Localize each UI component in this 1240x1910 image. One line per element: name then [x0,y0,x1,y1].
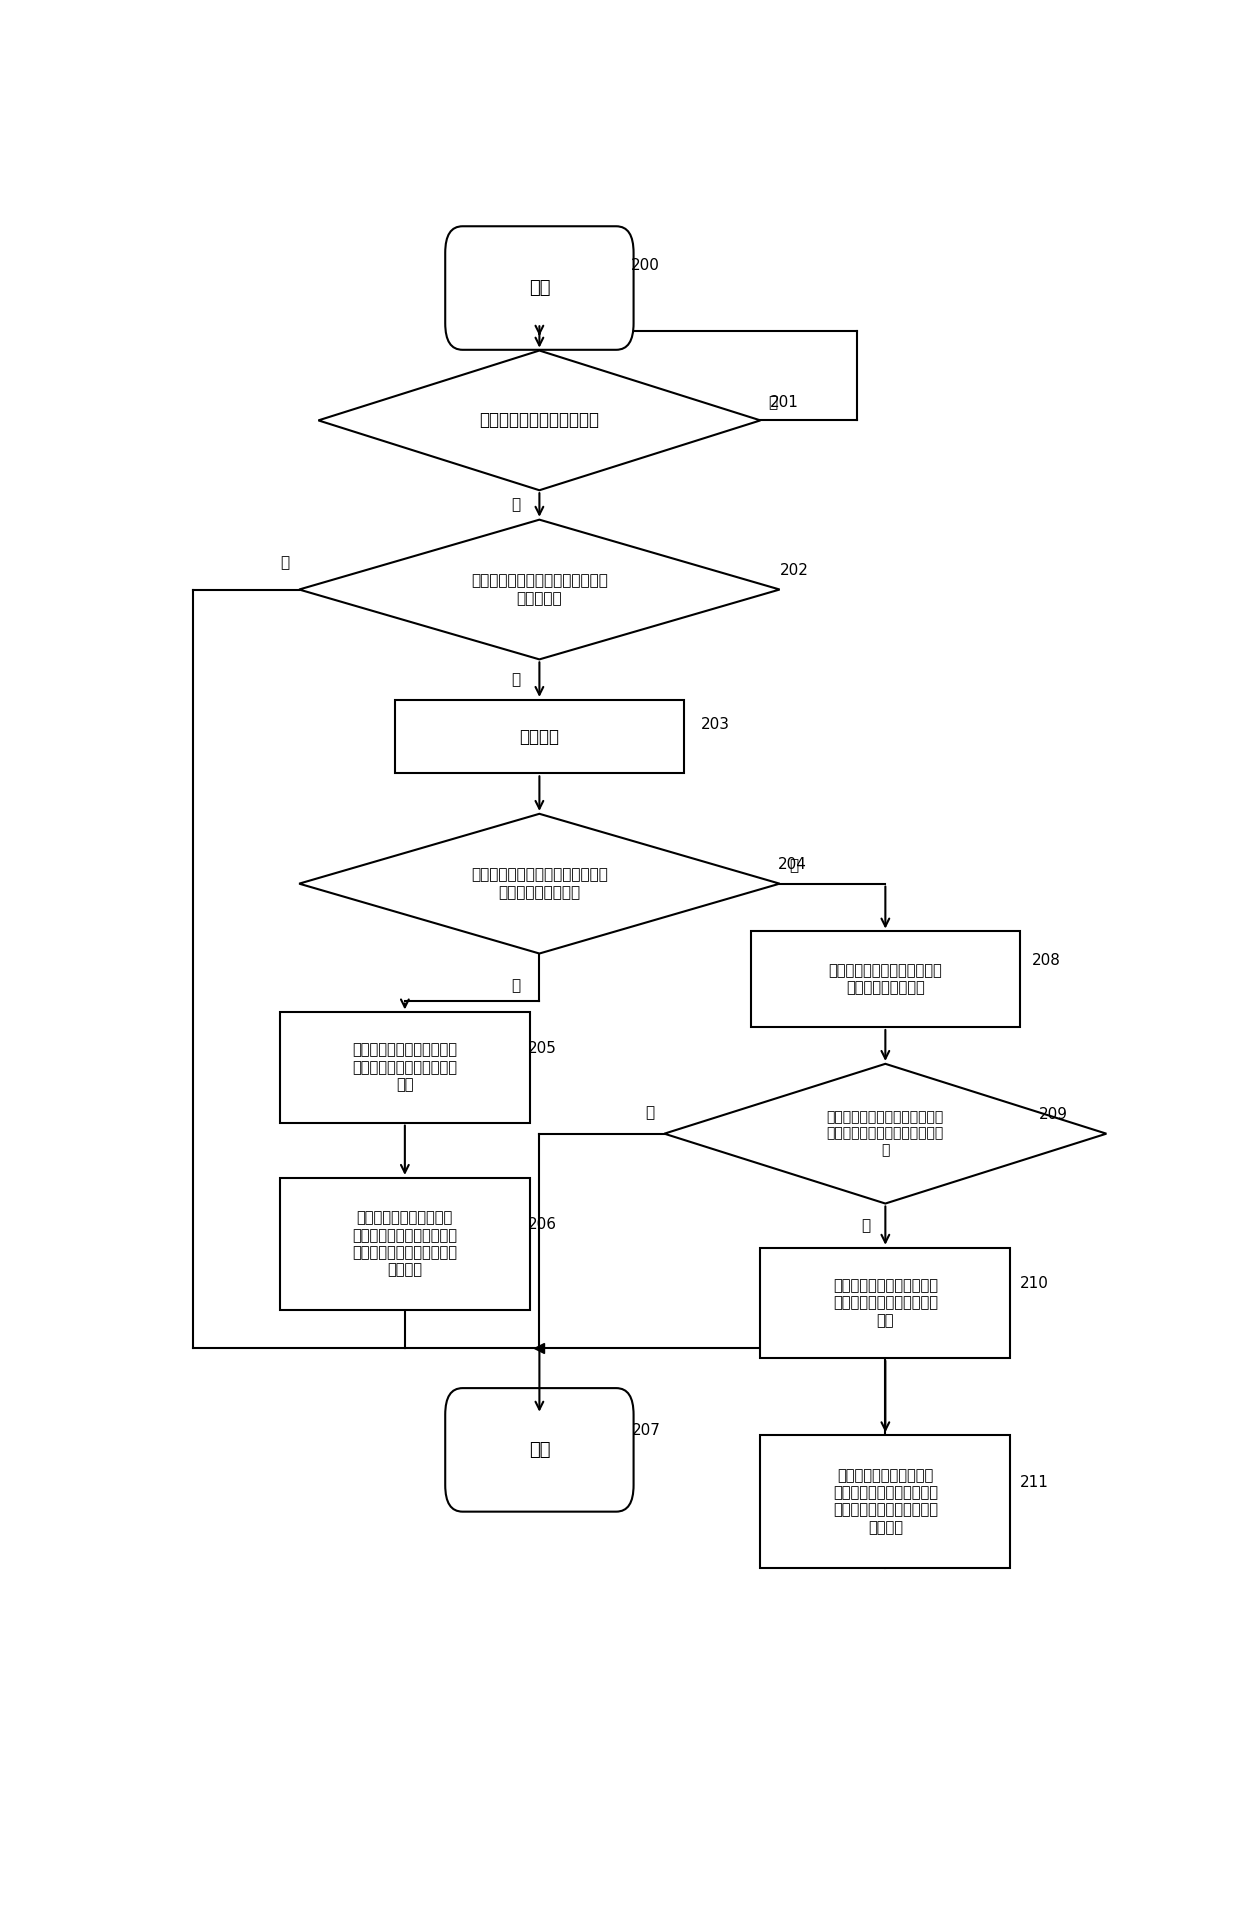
Text: 获取水位: 获取水位 [520,728,559,745]
Text: 开始: 开始 [528,279,551,298]
Text: 204: 204 [777,858,806,873]
Text: 检测车辆是否处于驻车状态: 检测车辆是否处于驻车状态 [480,411,599,430]
Bar [280,1012,529,1123]
Text: 向车身高度控制机构发送唤
醒信号以唤醒车身高度控制
机构: 向车身高度控制机构发送唤 醒信号以唤醒车身高度控制 机构 [352,1043,458,1093]
Text: 是: 是 [511,978,520,993]
Text: 210: 210 [1019,1276,1049,1291]
Text: 检测车身左侧高度位移值或车身
右侧高度位移值是否大于设定位
移: 检测车身左侧高度位移值或车身 右侧高度位移值是否大于设定位 移 [827,1110,944,1157]
Text: 208: 208 [1032,953,1060,968]
Text: 否: 否 [646,1106,655,1121]
Text: 是: 是 [511,497,520,512]
Text: 在唤醒车身高度控制机构
后，向车身高度控制机构发
送降低信号，以将车身降低
设定高度: 在唤醒车身高度控制机构 后，向车身高度控制机构发 送降低信号，以将车身降低 设定… [833,1467,937,1536]
Bar [760,1247,1011,1358]
Bar [280,1178,529,1310]
Text: 207: 207 [631,1423,661,1438]
Text: 是: 是 [280,556,290,571]
Text: 211: 211 [1019,1475,1049,1490]
Polygon shape [299,520,780,659]
Text: 在唤醒车身高度控制机构
后，向车身高度控制机构发
送升高信号，以将车身提升
设定高度: 在唤醒车身高度控制机构 后，向车身高度控制机构发 送升高信号，以将车身提升 设定… [352,1211,458,1278]
Text: 向车身高度控制机构发送唤
醒信号以唤醒车身高度控制
机构: 向车身高度控制机构发送唤 醒信号以唤醒车身高度控制 机构 [833,1278,937,1327]
Polygon shape [319,351,760,491]
Text: 是: 是 [862,1219,870,1234]
Bar [760,1434,1011,1568]
Text: 否: 否 [789,858,799,873]
Polygon shape [665,1064,1106,1203]
Bar [751,932,1021,1028]
Text: 205: 205 [528,1041,557,1056]
Text: 206: 206 [528,1217,557,1232]
Text: 200: 200 [631,258,660,273]
Text: 201: 201 [770,395,799,411]
Text: 202: 202 [780,563,808,579]
Polygon shape [299,814,780,953]
Bar [396,699,683,774]
Text: 获取车身左侧高度位移值以及
车身右侧高度位移值: 获取车身左侧高度位移值以及 车身右侧高度位移值 [828,963,942,995]
Text: 209: 209 [1039,1108,1068,1121]
FancyBboxPatch shape [445,225,634,350]
Text: 检测车身高度控制机构是否正处于
高度调整中: 检测车身高度控制机构是否正处于 高度调整中 [471,573,608,605]
Text: 结束: 结束 [528,1440,551,1459]
Text: 203: 203 [701,718,730,732]
Text: 检测水位距离车身底部的距离是否
小于或等于设定距离: 检测水位距离车身底部的距离是否 小于或等于设定距离 [471,867,608,900]
Text: 否: 否 [768,395,777,411]
Text: 否: 否 [511,672,520,688]
FancyBboxPatch shape [445,1389,634,1511]
